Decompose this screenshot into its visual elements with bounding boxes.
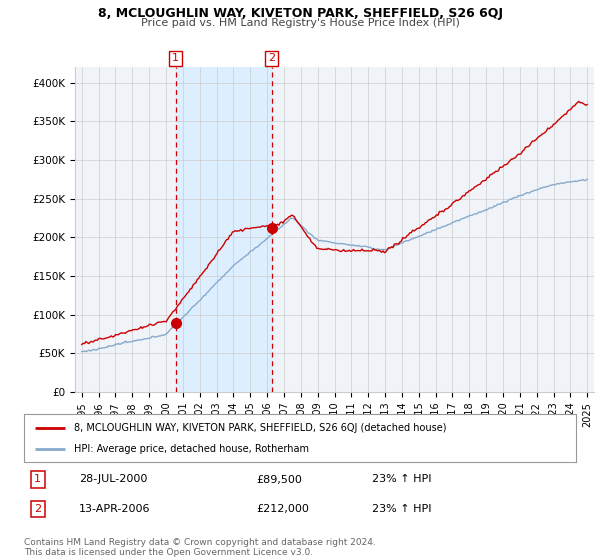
Text: £89,500: £89,500 [256,474,302,484]
Text: 13-APR-2006: 13-APR-2006 [79,504,151,514]
Text: £212,000: £212,000 [256,504,309,514]
Text: 28-JUL-2000: 28-JUL-2000 [79,474,148,484]
Text: 1: 1 [34,474,41,484]
Text: 1: 1 [172,53,179,63]
Text: 23% ↑ HPI: 23% ↑ HPI [372,504,431,514]
Text: 2: 2 [268,53,275,63]
Bar [176,67,272,392]
Text: 8, MCLOUGHLIN WAY, KIVETON PARK, SHEFFIELD, S26 6QJ (detached house): 8, MCLOUGHLIN WAY, KIVETON PARK, SHEFFIE… [74,423,446,433]
Text: 8, MCLOUGHLIN WAY, KIVETON PARK, SHEFFIELD, S26 6QJ: 8, MCLOUGHLIN WAY, KIVETON PARK, SHEFFIE… [97,7,503,20]
Text: HPI: Average price, detached house, Rotherham: HPI: Average price, detached house, Roth… [74,444,308,454]
Text: 23% ↑ HPI: 23% ↑ HPI [372,474,431,484]
Text: Price paid vs. HM Land Registry's House Price Index (HPI): Price paid vs. HM Land Registry's House … [140,18,460,29]
Text: 2: 2 [34,504,41,514]
Text: Contains HM Land Registry data © Crown copyright and database right 2024.
This d: Contains HM Land Registry data © Crown c… [24,538,376,557]
